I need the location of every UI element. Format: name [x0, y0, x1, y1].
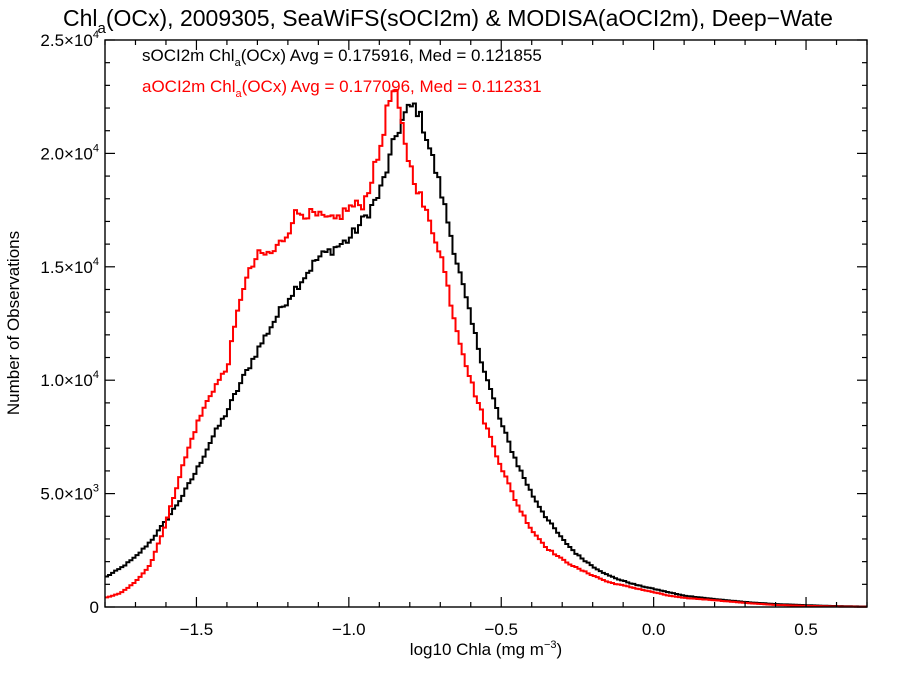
y-tick-label-exponent: 4: [93, 369, 99, 381]
y-tick-label-exponent: 4: [93, 256, 99, 268]
x-tick-label: −1.0: [332, 620, 366, 639]
series-line-aoci2m: [105, 88, 867, 608]
legend-entry-soci2m: sOCI2m Chla(OCx) Avg = 0.175916, Med = 0…: [142, 46, 542, 69]
legend-entry-soci2m-pre: sOCI2m Chl: [142, 46, 235, 65]
y-tick-label: 2.5×104: [40, 29, 99, 50]
chart-title-subscript: a: [98, 20, 107, 37]
chart-title-rest: (OCx), 2009305, SeaWiFS(sOCI2m) & MODISA…: [106, 5, 833, 31]
x-axis-label-text: log10 Chla (mg m: [410, 640, 544, 659]
legend-entry-aoci2m: aOCI2m Chla(OCx) Avg = 0.177096, Med = 0…: [142, 77, 542, 100]
x-axis-label: log10 Chla (mg m−3): [410, 639, 562, 659]
y-tick-label-mantissa: 5.0×10: [40, 485, 92, 504]
tick-layer: −1.5 −1.0 −0.5 0.0 0.505.0×1031.0×1041.5×104…: [40, 29, 868, 639]
legend-entry-aoci2m-sub: a: [236, 88, 243, 100]
chart-title-prefix: Chl: [63, 5, 98, 31]
chart-title: Chla(OCx), 2009305, SeaWiFS(sOCI2m) & MO…: [63, 5, 833, 37]
y-tick-label-mantissa: 0: [90, 598, 99, 617]
x-tick-label: 0.0: [642, 620, 666, 639]
legend-entry-soci2m-post: (OCx) Avg = 0.175916, Med = 0.121855: [241, 46, 542, 65]
y-tick-label: 5.0×103: [40, 483, 99, 504]
y-tick-label-mantissa: 2.0×10: [40, 144, 92, 163]
y-tick-label-exponent: 3: [93, 483, 99, 495]
y-tick-label: 0: [90, 598, 99, 617]
series-layer: [105, 88, 867, 608]
x-axis-label-superscript: −3: [544, 639, 557, 651]
x-tick-label: −1.5: [180, 620, 214, 639]
y-tick-label: 1.0×104: [40, 369, 99, 390]
y-tick-label-mantissa: 2.5×10: [40, 31, 92, 50]
y-tick-label-mantissa: 1.0×10: [40, 371, 92, 390]
y-axis-label: Number of Observations: [4, 231, 23, 415]
x-tick-label: −0.5: [484, 620, 518, 639]
x-tick-label: 0.5: [794, 620, 818, 639]
y-tick-label: 1.5×104: [40, 256, 99, 277]
legend-entry-soci2m-sub: a: [235, 57, 242, 69]
plot-frame: [104, 39, 868, 608]
y-tick-label: 2.0×104: [40, 142, 99, 163]
legend-entry-aoci2m-pre: aOCI2m Chl: [142, 77, 236, 96]
legend: sOCI2m Chla(OCx) Avg = 0.175916, Med = 0…: [142, 46, 542, 100]
legend-entry-aoci2m-post: (OCx) Avg = 0.177096, Med = 0.112331: [242, 77, 542, 96]
y-tick-label-exponent: 4: [93, 29, 99, 41]
y-tick-label-mantissa: 1.5×10: [40, 258, 92, 277]
series-line-soci2m: [105, 102, 867, 608]
x-axis-label-close: ): [557, 640, 563, 659]
y-tick-label-exponent: 4: [93, 142, 99, 154]
